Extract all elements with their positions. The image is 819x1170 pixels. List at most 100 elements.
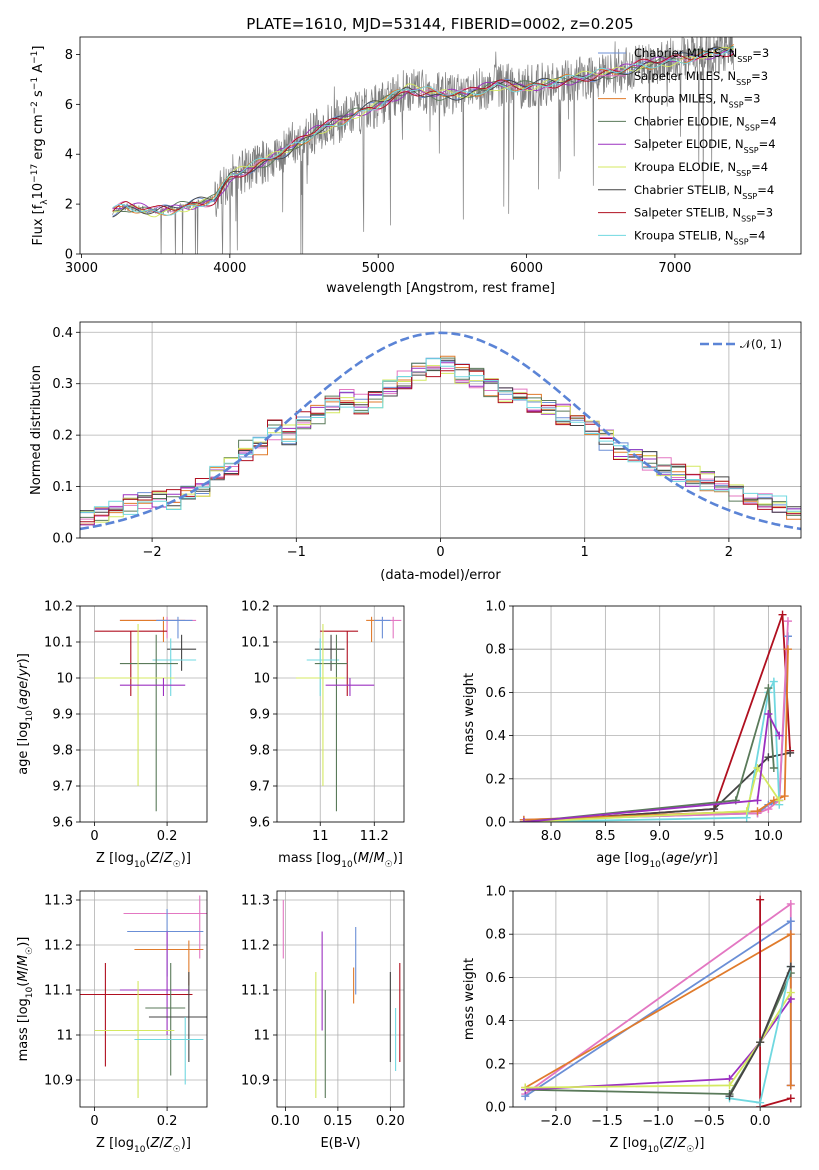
y-tick-label: 11 bbox=[253, 1029, 270, 1044]
data-point bbox=[786, 962, 795, 971]
y-tick-label: 11.2 bbox=[241, 939, 270, 954]
x-tick-label: 0 bbox=[90, 1114, 98, 1129]
errorbar-point-kroupa_stelib bbox=[134, 1017, 204, 1085]
data-point bbox=[778, 610, 787, 619]
errorbar-point-kroupa_stelib bbox=[152, 638, 197, 696]
data-point bbox=[786, 988, 795, 997]
x-tick-label: −2 bbox=[143, 545, 162, 560]
data-point bbox=[786, 930, 795, 939]
y-tick-label: 0.0 bbox=[485, 816, 506, 831]
y-tick-label: 2 bbox=[65, 198, 73, 213]
x-axis-label: age [log10(age/yr)] bbox=[596, 851, 718, 870]
series-line bbox=[523, 678, 781, 822]
mass-weight-series-kroupa_elodie bbox=[521, 988, 795, 1092]
legend-entry: 𝒩(0, 1) bbox=[740, 337, 782, 351]
axes-frame bbox=[512, 890, 802, 1108]
x-tick-label: −2.0 bbox=[540, 1114, 572, 1129]
plot-area bbox=[80, 895, 207, 1098]
errorbar-point-chabrier_miles bbox=[156, 616, 193, 639]
series-line bbox=[523, 636, 789, 821]
y-tick-label: 1.0 bbox=[485, 885, 506, 900]
errorbar-point-chabrier_miles bbox=[374, 616, 391, 639]
mass-weight-series-salpeter_stelib bbox=[519, 610, 795, 822]
data-point bbox=[775, 796, 784, 805]
x-tick-label: 0 bbox=[90, 829, 98, 844]
errorbar-point-salpeter_miles bbox=[123, 895, 207, 959]
errorbar-point-chabrier_stelib bbox=[314, 634, 345, 671]
x-tick-label: 11.2 bbox=[360, 829, 389, 844]
y-tick-label: 0.4 bbox=[485, 729, 506, 744]
panel-spectrum: 3000 4000 5000 6000 7000 0 2 4 6 8 wavelength [Ang… bbox=[30, 36, 802, 296]
plot-area bbox=[521, 895, 795, 1107]
x-tick-label: 0.2 bbox=[157, 829, 178, 844]
data-point bbox=[786, 917, 795, 926]
panel-mass-vs-Z: 0 0.2 10.9 11 11.1 11.2 11.3 Z [log10(Z/Z☉)] mas… bbox=[16, 890, 208, 1155]
y-tick-label: 0.2 bbox=[52, 429, 73, 444]
axes-frame bbox=[79, 890, 208, 1108]
x-tick-label: 8.0 bbox=[541, 829, 562, 844]
data-point bbox=[756, 1038, 765, 1047]
legend-entry: Chabrier ELODIE, NSSP=4 bbox=[634, 114, 777, 131]
y-tick-label: 0.3 bbox=[52, 377, 73, 392]
x-tick-label: 8.5 bbox=[595, 829, 616, 844]
model-line-salpeter_elodie bbox=[112, 50, 735, 213]
normal-curve bbox=[80, 331, 801, 531]
errorbar-point-kroupa_elodie bbox=[94, 624, 175, 786]
y-tick-label: 1.0 bbox=[485, 600, 506, 615]
data-point bbox=[786, 1094, 795, 1103]
series-line bbox=[523, 687, 775, 822]
data-point bbox=[725, 1092, 734, 1101]
y-tick-label: 0.2 bbox=[485, 1057, 506, 1072]
data-point bbox=[783, 617, 792, 626]
y-tick-label: 0.6 bbox=[485, 971, 506, 986]
axes-frame bbox=[276, 605, 405, 823]
plot-area bbox=[519, 610, 795, 822]
plot-area bbox=[282, 900, 401, 1098]
axes-frame bbox=[79, 605, 208, 823]
series-line bbox=[523, 621, 789, 821]
y-tick-label: 0.4 bbox=[485, 1014, 506, 1029]
legend-entry: Kroupa MILES, NSSP=3 bbox=[634, 92, 760, 110]
axes-frame bbox=[79, 36, 802, 255]
data-point bbox=[753, 764, 762, 772]
x-tick-label: 9.0 bbox=[649, 829, 670, 844]
errorbar-point-chabrier_elodie bbox=[119, 634, 178, 812]
mass-weight-series-chabrier_elodie bbox=[519, 684, 778, 822]
y-tick-label: 10.2 bbox=[44, 600, 73, 615]
y-tick-label: 10 bbox=[56, 672, 73, 687]
y-tick-label: 9.7 bbox=[52, 780, 73, 795]
legend-entry: Salpeter MILES, NSSP=3 bbox=[634, 69, 768, 87]
y-axis-label: Normed distribution bbox=[29, 365, 44, 495]
mass-weight-series-chabrier_stelib bbox=[725, 962, 795, 1101]
y-axis-label: age [log10(age/yr)] bbox=[16, 653, 35, 775]
series-line bbox=[525, 998, 792, 1091]
data-point bbox=[519, 818, 528, 822]
errorbar-point-salpeter_elodie bbox=[119, 931, 189, 1035]
x-tick-label: 1 bbox=[581, 545, 589, 560]
y-tick-label: 11.1 bbox=[241, 984, 270, 999]
model-line-kroupa_stelib bbox=[112, 45, 735, 216]
x-tick-label: −1.0 bbox=[642, 1114, 674, 1129]
data-point bbox=[764, 710, 773, 718]
data-point bbox=[769, 677, 778, 686]
axes-frame bbox=[512, 605, 802, 823]
panel-residuals: −2 −1 0 1 2 0.0 0.1 0.2 0.3 0.4 (data-model)/error… bbox=[29, 321, 802, 583]
errorbar-point-salpeter_elodie bbox=[119, 678, 186, 696]
plot-area bbox=[80, 331, 801, 531]
x-axis-label: wavelength [Angstrom, rest frame] bbox=[326, 281, 555, 296]
y-tick-label: 11.1 bbox=[44, 984, 73, 999]
x-tick-label: 6000 bbox=[510, 261, 543, 276]
data-point bbox=[775, 731, 784, 740]
errorbar-point-chabrier_elodie bbox=[314, 634, 348, 812]
data-point bbox=[786, 1081, 795, 1090]
data-point bbox=[753, 796, 762, 805]
y-tick-label: 0.8 bbox=[485, 643, 506, 658]
x-tick-label: 0.15 bbox=[323, 1114, 352, 1129]
y-tick-label: 11.3 bbox=[241, 894, 270, 909]
y-tick-label: 10.1 bbox=[44, 636, 73, 651]
series-line bbox=[523, 614, 791, 822]
y-tick-label: 10.9 bbox=[44, 1074, 73, 1089]
x-tick-label: 5000 bbox=[362, 261, 395, 276]
x-tick-label: −1.5 bbox=[591, 1114, 623, 1129]
data-point bbox=[769, 764, 778, 772]
